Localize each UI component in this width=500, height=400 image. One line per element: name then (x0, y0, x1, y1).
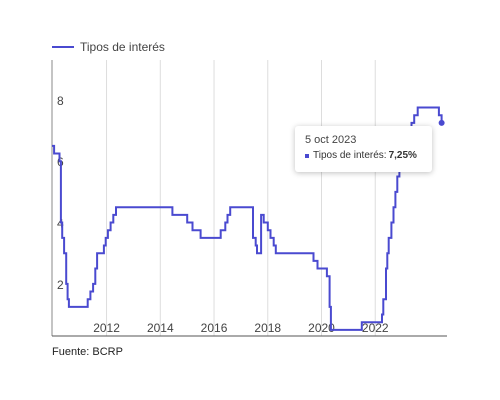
legend: Tipos de interés (52, 40, 165, 54)
x-tick-label-2016: 2016 (201, 321, 228, 335)
tooltip-row: Tipos de interés: 7,25% (305, 150, 422, 161)
x-tick-label-2018: 2018 (254, 321, 281, 335)
tooltip: 5 oct 2023 Tipos de interés: 7,25% (295, 126, 432, 172)
vertical-gridlines (107, 60, 376, 336)
tooltip-series-swatch (305, 154, 309, 158)
source-note: Fuente: BCRP (52, 346, 123, 358)
y-tick-label-8: 8 (57, 94, 64, 108)
tooltip-series-label: Tipos de interés: (313, 150, 387, 161)
tooltip-value: 7,25% (389, 150, 417, 161)
x-tick-label-2014: 2014 (147, 321, 174, 335)
tooltip-date: 5 oct 2023 (305, 134, 422, 146)
x-tick-labels: 2012 2014 2016 2018 2020 2022 (93, 321, 389, 335)
series-end-marker[interactable] (439, 120, 445, 126)
x-tick-label-2012: 2012 (93, 321, 120, 335)
legend-label: Tipos de interés (80, 40, 165, 54)
y-tick-label-2: 2 (57, 278, 64, 292)
